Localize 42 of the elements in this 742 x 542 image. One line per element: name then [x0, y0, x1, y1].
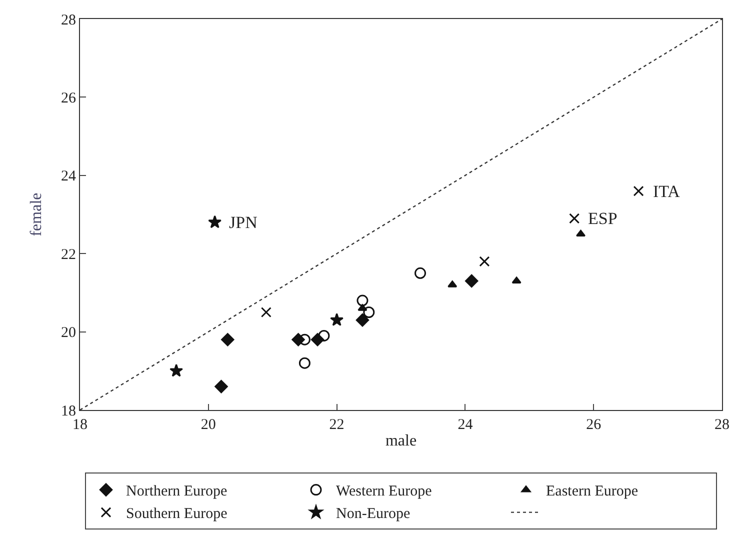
- y-tick-label: 24: [61, 168, 76, 185]
- legend-label: Northern Europe: [126, 484, 228, 500]
- point: [330, 313, 344, 326]
- point: [318, 330, 330, 342]
- point: [358, 304, 368, 311]
- x-tick-label: 28: [714, 417, 730, 433]
- point: [356, 313, 370, 327]
- legend-label: Western Europe: [336, 484, 432, 500]
- legend-label: Eastern Europe: [546, 484, 638, 500]
- x-tick-label: 20: [200, 417, 216, 433]
- y-tick-label: 22: [61, 246, 76, 263]
- x-tick-label: 22: [329, 417, 344, 433]
- annotation: JPN: [229, 213, 258, 232]
- point: [363, 306, 375, 318]
- annotation: ESP: [588, 209, 618, 228]
- point: [448, 280, 458, 288]
- point: [633, 186, 644, 196]
- point: [214, 380, 228, 394]
- point: [465, 274, 478, 288]
- y-tick-label: 26: [61, 90, 76, 106]
- point: [260, 307, 272, 318]
- x-axis-title: male: [385, 432, 417, 450]
- point: [512, 276, 522, 284]
- point: [221, 333, 234, 346]
- legend-label: Southern Europe: [126, 506, 228, 522]
- point: [569, 213, 580, 224]
- legend-label: Non-Europe: [336, 506, 410, 522]
- y-tick-label: 18: [61, 403, 76, 420]
- point: [170, 364, 184, 377]
- x-tick-label: 26: [586, 417, 602, 433]
- point: [576, 230, 586, 237]
- y-axis-title: female: [28, 192, 45, 236]
- y-tick-label: 28: [61, 12, 76, 28]
- x-tick-label: 24: [458, 417, 474, 433]
- point: [414, 267, 426, 279]
- x-tick-label: 18: [72, 417, 88, 433]
- point: [479, 256, 490, 267]
- point: [208, 215, 222, 228]
- point: [298, 357, 310, 369]
- point: [356, 294, 368, 306]
- annotation: ITA: [653, 182, 681, 201]
- y-tick-label: 20: [61, 325, 76, 342]
